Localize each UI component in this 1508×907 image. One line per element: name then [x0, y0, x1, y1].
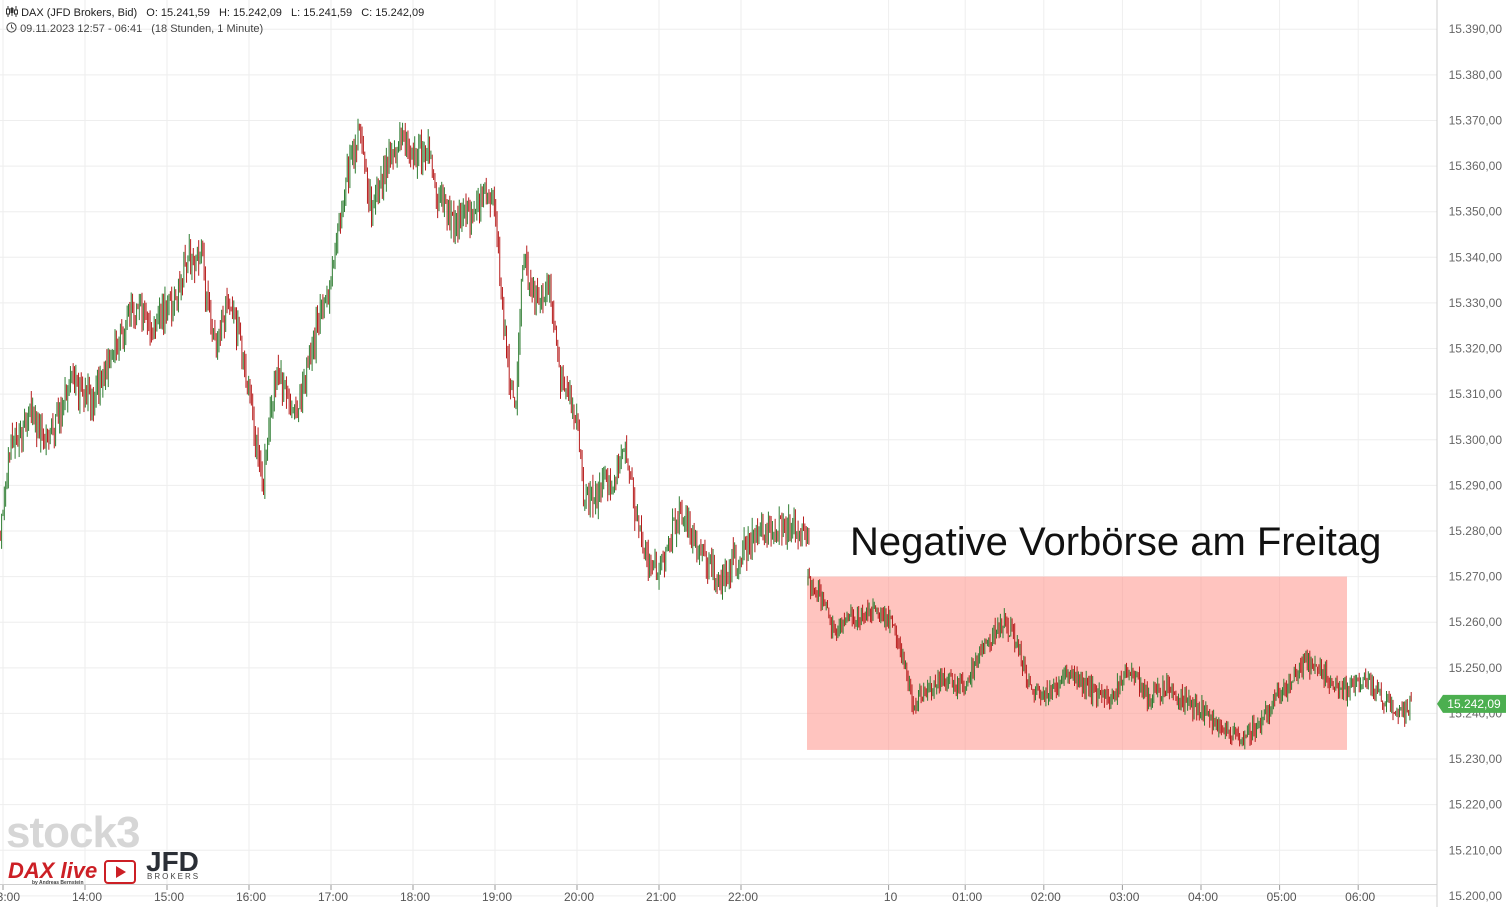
interval-label: (18 Stunden, 1 Minute)	[151, 22, 264, 35]
x-tick-label: 13:00	[0, 890, 20, 904]
x-tick-label: 04:00	[1188, 890, 1218, 904]
y-tick-label: 15.340,00	[1449, 250, 1503, 264]
annotation-text: Negative Vorbörse am Freitag	[850, 520, 1382, 564]
x-tick-label: 19:00	[482, 890, 512, 904]
highlight-box	[807, 576, 1347, 750]
jfd-logo: JFD	[146, 846, 199, 877]
y-tick-label: 15.230,00	[1449, 752, 1503, 766]
x-tick-label: 01:00	[952, 890, 982, 904]
y-tick-label: 15.210,00	[1449, 843, 1503, 857]
x-tick-label: 06:00	[1345, 890, 1375, 904]
y-tick-label: 15.270,00	[1449, 570, 1503, 584]
candle-layer	[0, 118, 1412, 750]
y-tick-label: 15.380,00	[1449, 68, 1503, 82]
x-tick-label: 22:00	[728, 890, 758, 904]
y-tick-label: 15.330,00	[1449, 296, 1503, 310]
y-tick-label: 15.280,00	[1449, 524, 1503, 538]
x-tick-label: 21:00	[646, 890, 676, 904]
candlestick-icon	[6, 6, 18, 20]
y-tick-label: 15.360,00	[1449, 159, 1503, 173]
high-value: H: 15.242,09	[218, 6, 282, 19]
y-tick-label: 15.320,00	[1449, 342, 1503, 356]
x-tick-label: 02:00	[1031, 890, 1061, 904]
y-tick-label: 15.370,00	[1449, 113, 1503, 127]
x-tick-label: 10	[884, 890, 898, 904]
low-value: L: 15.241,59	[291, 6, 353, 19]
chart-header: DAX (JFD Brokers, Bid) O: 15.241,59 H: 1…	[6, 6, 424, 20]
dax-live-subtext: by Andreas Bernstein	[32, 880, 84, 886]
dax-live-text: DAX live	[8, 858, 98, 883]
instrument-label: DAX (JFD Brokers, Bid)	[21, 6, 138, 19]
jfd-brokers-text: BROKERS	[147, 872, 201, 881]
clock-icon	[6, 22, 17, 36]
x-tick-label: 20:00	[564, 890, 594, 904]
y-tick-label: 15.310,00	[1449, 387, 1503, 401]
dax-live-logo: DAX live by Andreas Bernstein	[8, 858, 98, 886]
y-tick-label: 15.290,00	[1449, 478, 1503, 492]
y-tick-label: 15.260,00	[1449, 615, 1503, 629]
y-tick-label: 15.200,00	[1449, 889, 1503, 903]
x-tick-label: 17:00	[318, 890, 348, 904]
play-icon	[104, 860, 136, 884]
y-tick-label: 15.250,00	[1449, 661, 1503, 675]
open-value: O: 15.241,59	[146, 6, 210, 19]
x-tick-label: 05:00	[1267, 890, 1297, 904]
x-tick-label: 15:00	[154, 890, 184, 904]
y-tick-label: 15.220,00	[1449, 798, 1503, 812]
last-price-marker	[1437, 694, 1506, 713]
time-range: 09.11.2023 12:57 - 06:41	[20, 22, 143, 35]
x-tick-label: 14:00	[72, 890, 102, 904]
x-tick-label: 16:00	[236, 890, 266, 904]
y-tick-label: 15.350,00	[1449, 205, 1503, 219]
last-price-label: 15.242,09	[1447, 697, 1501, 711]
x-tick-label: 03:00	[1109, 890, 1139, 904]
highlight-layer	[807, 576, 1347, 750]
grid-layer	[0, 0, 1437, 897]
stock3-watermark: stock3	[6, 808, 140, 857]
close-value: C: 15.242,09	[361, 6, 425, 19]
x-tick-label: 18:00	[400, 890, 430, 904]
y-tick-label: 15.300,00	[1449, 433, 1503, 447]
y-tick-label: 15.390,00	[1449, 22, 1503, 36]
chart-subheader: 09.11.2023 12:57 - 06:41 (18 Stunden, 1 …	[6, 22, 263, 36]
